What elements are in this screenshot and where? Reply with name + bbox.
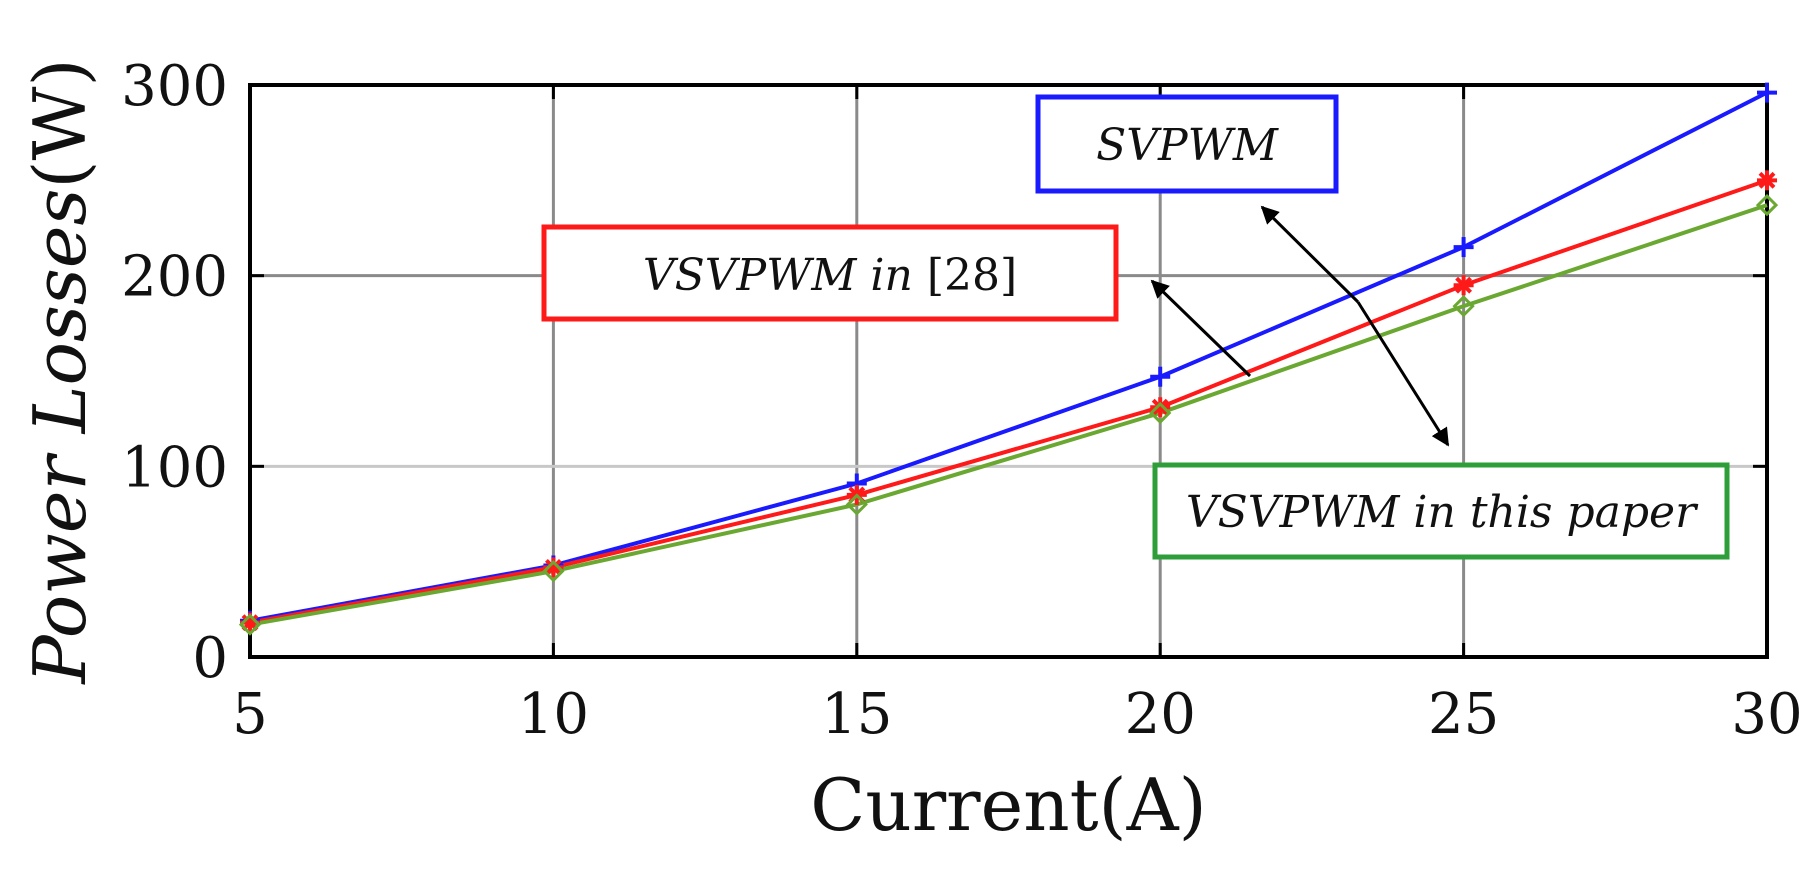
point-vsvpwm-in-28-20 [1150,397,1171,418]
point-vsvpwm-in-this-paper-15 [845,493,868,516]
arrow-to-svpwm [1260,205,1360,304]
point-vsvpwm-in-this-paper-20 [1149,401,1172,425]
callout-vsvpwm-this-paper: VSVPWM in this paper [1152,462,1730,560]
series-line-vsvpwm-in-this-paper [249,203,1768,627]
y-tick-label-0: 0 [192,626,228,691]
y-tick-label-100: 100 [121,435,228,500]
x-tick-label-10: 10 [518,682,589,747]
point-svpwm-25 [1453,237,1474,258]
point-vsvpwm-in-this-paper-30 [1755,193,1779,217]
y-axis-title-main: Power Losses [18,189,102,686]
callout-vsvpwm-this-paper-label: VSVPWM in this paper [1186,487,1699,538]
callout-vsvpwm-28-label: VSVPWM in [28] [643,250,1017,301]
callout-svpwm-label: SVPWM [1096,120,1279,171]
plot-frame [248,83,1769,659]
point-svpwm-30 [1757,82,1777,103]
y-tick-label-300: 300 [121,54,228,119]
arrow-to-vsvpwm-28 [1150,279,1252,378]
callout-svpwm-box [1035,94,1339,194]
x-axis-title: Current(A) [810,763,1206,847]
point-vsvpwm-in-28-25 [1453,275,1474,296]
y-axis-title: Power Losses(W) [18,58,102,685]
grid-lines [250,85,1767,657]
x-tick-label-25: 25 [1428,682,1499,747]
y-axis-title-unit: (W) [18,58,102,188]
series-line-vsvpwm-in-28 [249,178,1768,625]
point-vsvpwm-in-28-30 [1757,170,1777,191]
point-svpwm-20 [1150,366,1171,387]
series-markers [238,82,1779,636]
callout-svpwm: SVPWM [1035,94,1339,194]
x-tick-label-15: 15 [821,682,892,747]
callout-vsvpwm-this-paper-box [1152,462,1730,560]
callout-vsvpwm-28: VSVPWM in [28] [541,224,1119,322]
point-vsvpwm-in-this-paper-25 [1452,295,1475,318]
callout-vsvpwm-28-label-main: VSVPWM in [643,250,927,301]
axes [248,83,1769,659]
x-tick-label-5: 5 [232,682,268,747]
point-vsvpwm-in-this-paper-10 [542,560,565,583]
arrow-to-this-paper [1356,301,1450,447]
x-tick-label-20: 20 [1125,682,1196,747]
y-tick-label-200: 200 [121,245,228,310]
callout-vsvpwm-28-ref: [28] [927,250,1017,301]
point-vsvpwm-in-this-paper-5 [238,613,262,636]
callout-vsvpwm-28-box [541,224,1119,322]
x-tick-label-30: 30 [1731,682,1802,747]
series-lines [249,90,1768,627]
